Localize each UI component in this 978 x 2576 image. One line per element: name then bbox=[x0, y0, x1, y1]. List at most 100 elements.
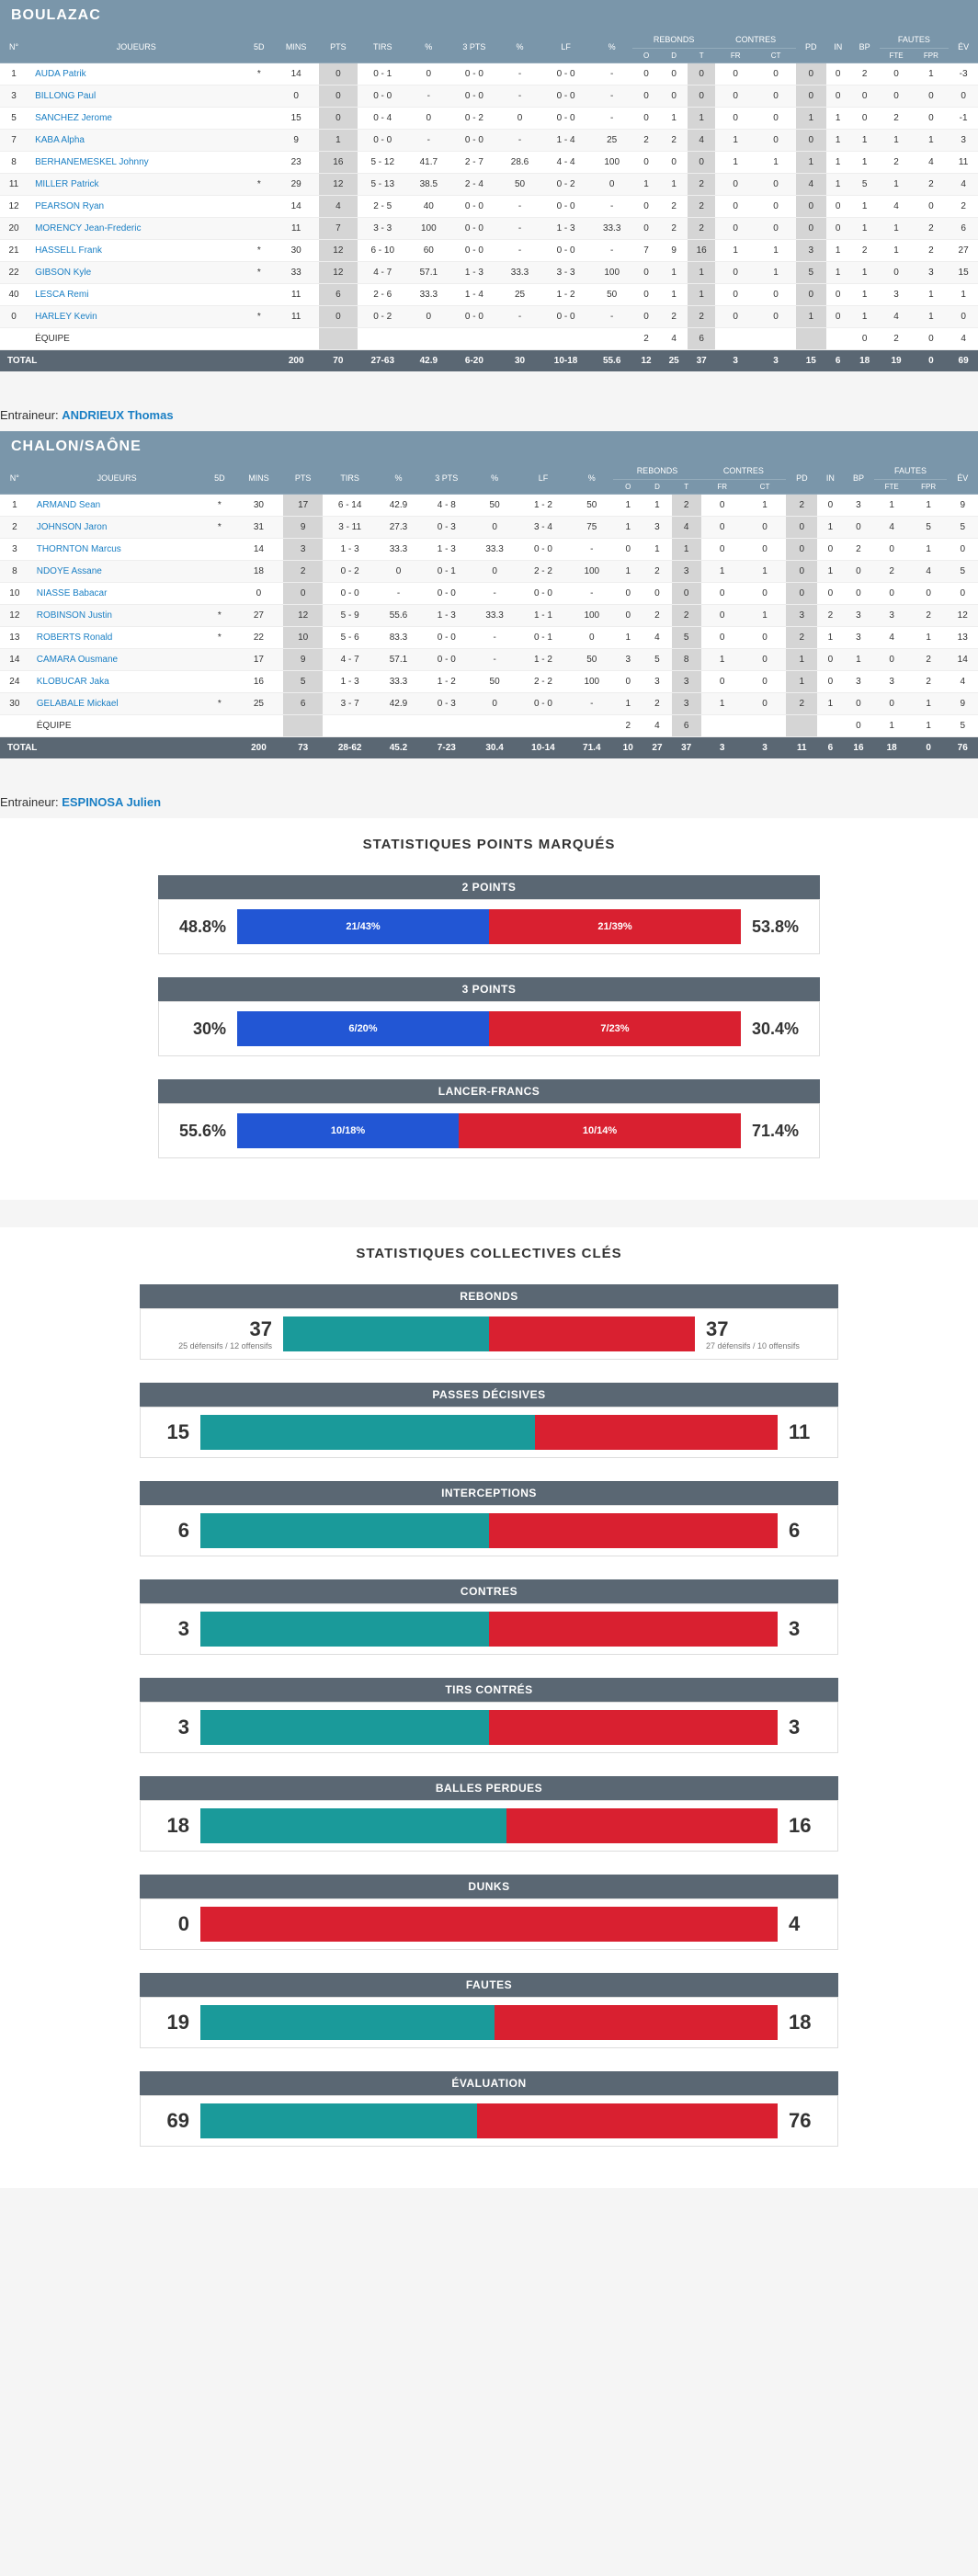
player-link[interactable]: CAMARA Ousmane bbox=[37, 655, 118, 665]
stat-label: 3 POINTS bbox=[158, 977, 820, 1001]
player-link[interactable]: PEARSON Ryan bbox=[35, 201, 104, 211]
player-link[interactable]: ARMAND Sean bbox=[37, 500, 100, 510]
stats-title: STATISTIQUES POINTS MARQUÉS bbox=[0, 837, 978, 852]
coll-block: BALLES PERDUES 18 16 bbox=[140, 1776, 838, 1852]
stat-pct-right: 30.4% bbox=[741, 1020, 805, 1039]
player-link[interactable]: MILLER Patrick bbox=[35, 179, 98, 189]
bar-team-b bbox=[489, 1710, 778, 1745]
coll-val-left: 15 bbox=[154, 1420, 200, 1444]
player-link[interactable]: NIASSE Babacar bbox=[37, 588, 108, 598]
bar-team-b: 10/14% bbox=[459, 1113, 741, 1148]
player-row: 1ARMAND Sean*30176 - 1442.94 - 8501 - 25… bbox=[0, 495, 978, 517]
coll-val-right: 16 bbox=[778, 1814, 824, 1838]
coll-block: DUNKS 0 4 bbox=[140, 1875, 838, 1950]
bar-team-a: 10/18% bbox=[237, 1113, 459, 1148]
player-link[interactable]: LESCA Remi bbox=[35, 290, 88, 300]
boxscore-table: N°JOUEURS5DMINSPTSTIRS%3 PTS%LF%REBONDSC… bbox=[0, 31, 978, 371]
player-row: ÉQUIPE2460204 bbox=[0, 328, 978, 350]
player-row: 8BERHANEMESKEL Johnny23165 - 1241.72 - 7… bbox=[0, 152, 978, 174]
bar-team-b bbox=[489, 1513, 778, 1548]
player-row: 30GELABALE Mickael*2563 - 742.90 - 300 -… bbox=[0, 693, 978, 715]
coach-line: Entraineur: ESPINOSA Julien bbox=[0, 786, 978, 818]
coll-label: REBONDS bbox=[140, 1284, 838, 1308]
player-link[interactable]: GIBSON Kyle bbox=[35, 268, 91, 278]
player-link[interactable]: JOHNSON Jaron bbox=[37, 522, 108, 532]
stat-label: 2 POINTS bbox=[158, 875, 820, 899]
player-row: 11MILLER Patrick*29125 - 1338.52 - 4500 … bbox=[0, 174, 978, 196]
coll-label: ÉVALUATION bbox=[140, 2071, 838, 2095]
player-link[interactable]: KABA Alpha bbox=[35, 135, 85, 145]
player-link[interactable]: HASSELL Frank bbox=[35, 245, 102, 256]
bar-team-a bbox=[200, 2103, 477, 2138]
player-link[interactable]: NDOYE Assane bbox=[37, 566, 102, 576]
player-link[interactable]: ROBERTS Ronald bbox=[37, 633, 113, 643]
stat-pct-left: 55.6% bbox=[173, 1122, 237, 1141]
points-stats-section: STATISTIQUES POINTS MARQUÉS 2 POINTS 48.… bbox=[0, 818, 978, 1200]
coll-val-left: 18 bbox=[154, 1814, 200, 1838]
bar-team-a bbox=[200, 1710, 489, 1745]
player-row: 13ROBERTS Ronald*22105 - 683.30 - 0-0 - … bbox=[0, 627, 978, 649]
player-row: 5SANCHEZ Jerome1500 - 400 - 200 - 0-0110… bbox=[0, 108, 978, 130]
coll-block: PASSES DÉCISIVES 15 11 bbox=[140, 1383, 838, 1458]
coll-label: INTERCEPTIONS bbox=[140, 1481, 838, 1505]
coll-val-right: 18 bbox=[778, 2011, 824, 2035]
player-row: 3BILLONG Paul000 - 0-0 - 0-0 - 0-0000000… bbox=[0, 85, 978, 108]
player-link[interactable]: BILLONG Paul bbox=[35, 91, 96, 101]
player-link[interactable]: BERHANEMESKEL Johnny bbox=[35, 157, 149, 167]
player-link[interactable]: AUDA Patrik bbox=[35, 69, 86, 79]
stats-title: STATISTIQUES COLLECTIVES CLÉS bbox=[0, 1246, 978, 1261]
coll-label: BALLES PERDUES bbox=[140, 1776, 838, 1800]
coach-link[interactable]: ANDRIEUX Thomas bbox=[62, 408, 173, 422]
coach-link[interactable]: ESPINOSA Julien bbox=[62, 795, 161, 809]
player-row: 20MORENCY Jean-Frederic1173 - 31000 - 0-… bbox=[0, 218, 978, 240]
coll-block: ÉVALUATION 69 76 bbox=[140, 2071, 838, 2147]
player-row: 40LESCA Remi1162 - 633.31 - 4251 - 25001… bbox=[0, 284, 978, 306]
player-link[interactable]: HARLEY Kevin bbox=[35, 312, 97, 322]
player-link[interactable]: MORENCY Jean-Frederic bbox=[35, 223, 141, 234]
coll-block: FAUTES 19 18 bbox=[140, 1973, 838, 2048]
player-row: 1AUDA Patrik*1400 - 100 - 0-0 - 0-000000… bbox=[0, 63, 978, 85]
stat-label: LANCER-FRANCS bbox=[158, 1079, 820, 1103]
player-link[interactable]: GELABALE Mickael bbox=[37, 699, 119, 709]
player-link[interactable]: SANCHEZ Jerome bbox=[35, 113, 112, 123]
bar-team-b bbox=[489, 1612, 778, 1647]
player-row: 0HARLEY Kevin*1100 - 200 - 0-0 - 0-02200… bbox=[0, 306, 978, 328]
player-row: 12ROBINSON Justin*27125 - 955.61 - 333.3… bbox=[0, 605, 978, 627]
coll-block: TIRS CONTRÉS 3 3 bbox=[140, 1678, 838, 1753]
player-link[interactable]: THORNTON Marcus bbox=[37, 544, 121, 554]
coll-val-right: 3 bbox=[778, 1617, 824, 1641]
team-section: CHALON/SAÔNEN°JOUEURS5DMINSPTSTIRS%3 PTS… bbox=[0, 431, 978, 758]
stat-pct-left: 30% bbox=[173, 1020, 237, 1039]
coll-val-right: 76 bbox=[778, 2109, 824, 2133]
coll-val-left: 6 bbox=[154, 1519, 200, 1543]
bar-team-a bbox=[200, 1808, 506, 1843]
player-link[interactable]: ROBINSON Justin bbox=[37, 610, 112, 621]
boxscore-table: N°JOUEURS5DMINSPTSTIRS%3 PTS%LF%REBONDSC… bbox=[0, 462, 978, 758]
bar-team-b bbox=[200, 1907, 778, 1942]
player-row: 14CAMARA Ousmane1794 - 757.10 - 0-1 - 25… bbox=[0, 649, 978, 671]
bar-team-a: 6/20% bbox=[237, 1011, 489, 1046]
player-link[interactable]: KLOBUCAR Jaka bbox=[37, 677, 109, 687]
player-row: 10NIASSE Babacar000 - 0-0 - 0-0 - 0-0000… bbox=[0, 583, 978, 605]
player-row: 21HASSELL Frank*30126 - 10600 - 0-0 - 0-… bbox=[0, 240, 978, 262]
bar-team-a: 21/43% bbox=[237, 909, 489, 944]
stat-pct-left: 48.8% bbox=[173, 918, 237, 937]
bar-team-b: 7/23% bbox=[489, 1011, 741, 1046]
stat-pct-right: 71.4% bbox=[741, 1122, 805, 1141]
stat-bar-row: 30% 6/20% 7/23% 30.4% bbox=[158, 1001, 820, 1056]
team-header: BOULAZAC bbox=[0, 0, 978, 31]
bar-team-b bbox=[489, 1316, 695, 1351]
player-row: 7KABA Alpha910 - 0-0 - 0-1 - 42522410011… bbox=[0, 130, 978, 152]
coll-val-right: 11 bbox=[778, 1420, 824, 1444]
stat-pct-right: 53.8% bbox=[741, 918, 805, 937]
player-row: 3THORNTON Marcus1431 - 333.31 - 333.30 -… bbox=[0, 539, 978, 561]
bar-team-b bbox=[495, 2005, 778, 2040]
bar-team-b bbox=[535, 1415, 778, 1450]
bar-team-a bbox=[200, 1612, 489, 1647]
player-row: 22GIBSON Kyle*33124 - 757.11 - 333.33 - … bbox=[0, 262, 978, 284]
bar-team-b bbox=[477, 2103, 778, 2138]
coach-line: Entraineur: ANDRIEUX Thomas bbox=[0, 399, 978, 431]
coll-val-left: 3 bbox=[154, 1715, 200, 1739]
team-header: CHALON/SAÔNE bbox=[0, 431, 978, 462]
bar-team-a bbox=[200, 1415, 535, 1450]
